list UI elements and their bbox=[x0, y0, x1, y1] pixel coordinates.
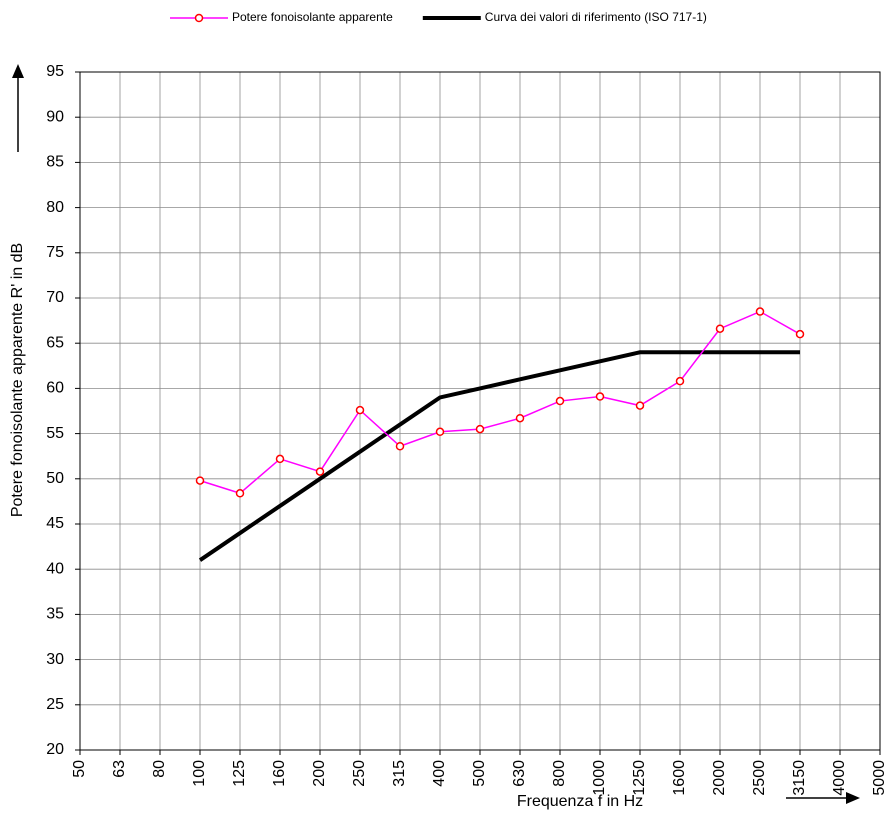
y-tick-label: 30 bbox=[46, 651, 64, 668]
series-line bbox=[198, 350, 800, 562]
legend: Potere fonoisolante apparente Curva dei v… bbox=[170, 10, 707, 24]
y-tick-label: 45 bbox=[46, 515, 64, 532]
x-tick-label: 125 bbox=[231, 760, 248, 787]
x-tick-label: 50 bbox=[71, 760, 88, 778]
y-tick-label: 65 bbox=[46, 334, 64, 351]
x-tick-label: 4000 bbox=[831, 760, 848, 796]
y-tick-label: 40 bbox=[46, 560, 64, 577]
y-tick-label: 60 bbox=[46, 380, 64, 397]
x-axis-label: Frequenza f in Hz bbox=[517, 793, 643, 810]
y-tick-label: 50 bbox=[46, 470, 64, 487]
data-point bbox=[595, 392, 605, 401]
y-tick-label: 35 bbox=[46, 606, 64, 623]
x-tick-label: 400 bbox=[431, 760, 448, 787]
y-tick-label: 90 bbox=[46, 108, 64, 125]
y-tick-label: 25 bbox=[46, 696, 64, 713]
data-point bbox=[515, 413, 525, 423]
y-tick-label: 80 bbox=[46, 199, 64, 216]
x-tick-label: 2000 bbox=[711, 760, 728, 796]
data-point bbox=[275, 454, 285, 464]
data-point bbox=[795, 329, 805, 339]
x-tick-label: 250 bbox=[351, 760, 368, 787]
y-axis-label: Potere fonoisolante apparente R' in dB bbox=[9, 243, 26, 517]
x-tick-label: 800 bbox=[551, 760, 568, 787]
y-tick-label: 85 bbox=[46, 154, 64, 171]
data-point bbox=[755, 307, 765, 316]
x-tick-label: 160 bbox=[271, 760, 288, 787]
y-arrow bbox=[12, 64, 24, 152]
y-tick-label: 75 bbox=[46, 244, 64, 261]
x-tick-label: 80 bbox=[151, 760, 168, 778]
data-point bbox=[235, 489, 245, 498]
y-tick-label: 70 bbox=[46, 289, 64, 306]
x-tick-label: 630 bbox=[511, 760, 528, 787]
y-tick-label: 95 bbox=[46, 63, 64, 80]
data-point bbox=[195, 476, 205, 485]
x-tick-label: 3150 bbox=[791, 760, 808, 796]
x-tick-label: 1600 bbox=[671, 760, 688, 796]
legend-label: Curva dei valori di riferimento (ISO 717… bbox=[485, 10, 707, 24]
y-tick-label: 20 bbox=[46, 741, 64, 758]
x-tick-label: 63 bbox=[111, 760, 128, 778]
data-point bbox=[435, 427, 445, 437]
x-tick-label: 5000 bbox=[871, 760, 888, 796]
x-tick-label: 2500 bbox=[751, 760, 768, 796]
series-line bbox=[199, 310, 801, 495]
x-tick-label: 1000 bbox=[591, 760, 608, 796]
data-point bbox=[555, 396, 565, 406]
data-point bbox=[315, 467, 325, 476]
plot-border bbox=[79, 71, 881, 751]
y-tick-label: 55 bbox=[46, 425, 64, 442]
x-tick-label: 200 bbox=[311, 760, 328, 787]
x-tick-label: 315 bbox=[391, 760, 408, 787]
data-point bbox=[715, 324, 725, 333]
x-tick-label: 500 bbox=[471, 760, 488, 787]
data-point bbox=[395, 442, 405, 451]
legend-marker bbox=[194, 13, 204, 23]
data-point bbox=[475, 424, 485, 434]
x-tick-label: 100 bbox=[191, 760, 208, 787]
legend-label: Potere fonoisolante apparente bbox=[232, 10, 393, 24]
data-point bbox=[635, 401, 645, 410]
x-arrow bbox=[786, 792, 860, 804]
data-point bbox=[355, 405, 365, 415]
data-point bbox=[675, 376, 685, 386]
x-tick-label: 1250 bbox=[631, 760, 648, 796]
